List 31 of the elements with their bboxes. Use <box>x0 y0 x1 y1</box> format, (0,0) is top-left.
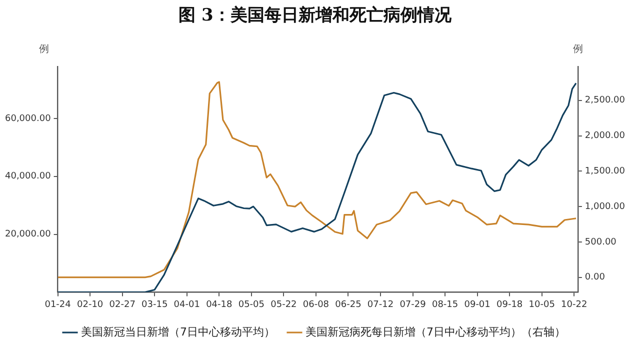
y2-axis-title: 例 <box>572 44 583 55</box>
x-tick-label: 06-25 <box>335 300 362 310</box>
y-tick-label: 60,000.00 <box>4 114 52 124</box>
x-tick-label: 07-29 <box>400 300 426 310</box>
x-tick-label: 02-10 <box>76 300 104 310</box>
x-tick-label: 09-18 <box>496 300 523 310</box>
x-tick-label: 10-05 <box>528 300 555 310</box>
y2-tick-label: 1,000.00 <box>584 202 626 212</box>
legend-label: 美国新冠当日新增（7日中心移动平均） <box>81 325 275 338</box>
x-tick-label: 06-08 <box>302 300 330 310</box>
y-tick-label: 20,000.00 <box>4 230 52 240</box>
legend-label: 美国新冠病死每日新增（7日中心移动平均）（右轴） <box>306 325 566 338</box>
x-tick-label: 04-18 <box>206 300 232 310</box>
y2-tick-label: 1,500.00 <box>584 166 626 177</box>
y2-tick-label: 0.00 <box>584 272 606 283</box>
y2-tick-label: 500.00 <box>584 237 617 248</box>
x-tick-label: 07-12 <box>367 300 394 310</box>
x-tick-label: 04-01 <box>174 300 200 310</box>
x-tick-label: 02-27 <box>109 300 136 310</box>
x-tick-label: 10-22 <box>561 300 588 310</box>
x-tick-label: 09-01 <box>464 300 490 310</box>
y2-tick-label: 2,500.00 <box>584 96 626 106</box>
x-tick-label: 05-22 <box>270 300 297 310</box>
y2-tick-label: 2,000.00 <box>584 131 626 142</box>
x-tick-label: 03-15 <box>142 300 168 310</box>
x-tick-label: 05-05 <box>238 300 265 310</box>
chart-title: 图 3：美国每日新增和死亡病例情况 <box>178 6 452 26</box>
x-tick-label: 01-24 <box>44 300 72 310</box>
y-axis-title: 例 <box>38 44 49 55</box>
x-tick-label: 08-15 <box>432 300 458 310</box>
y-tick-label: 40,000.00 <box>4 172 52 182</box>
